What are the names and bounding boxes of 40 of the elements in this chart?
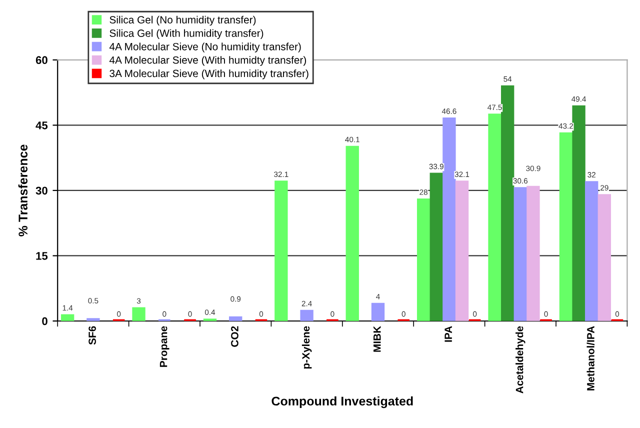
bar	[598, 194, 612, 321]
x-tick-label: CO2	[231, 326, 238, 347]
x-tick-label: MIBK	[374, 326, 381, 352]
y-tick-label: 60	[36, 56, 48, 64]
bar	[274, 180, 288, 321]
bar	[300, 310, 314, 321]
bar	[430, 172, 443, 321]
bar	[60, 314, 74, 321]
x-axis-title: Compound Investigated	[272, 396, 413, 408]
bar	[229, 316, 242, 321]
bar	[442, 118, 456, 321]
x-tick-label: Methanol/IPA	[586, 326, 594, 390]
bar	[455, 180, 469, 321]
bar	[488, 114, 502, 321]
bar	[346, 146, 359, 321]
x-tick-label: Propane	[160, 326, 170, 367]
bar	[514, 187, 527, 321]
legend-label: 4A Molecular Sieve (With humidty transfer)	[109, 56, 306, 66]
bar	[416, 198, 430, 321]
bar	[371, 302, 385, 321]
y-tick-label: 30	[36, 186, 48, 195]
y-axis-title: % Transference	[18, 144, 28, 236]
legend-label: Silica Gel (No humidity transfer)	[110, 16, 256, 26]
bar	[500, 85, 514, 321]
bar	[132, 307, 146, 321]
bar	[585, 181, 598, 321]
legend-label: 3A Molecular Sieve (With humidity transfer)	[110, 69, 308, 80]
x-tick-label: SF6	[88, 326, 96, 345]
y-tick-label: 15	[36, 252, 48, 260]
bar	[559, 132, 573, 321]
bar	[86, 318, 100, 321]
x-tick-label: p-Xylene	[302, 326, 312, 369]
bar	[572, 105, 586, 321]
y-tick-label: 45	[36, 122, 48, 130]
x-tick-label: Acetaldehyde	[516, 326, 526, 394]
bar	[526, 186, 540, 321]
x-tick-label: IPA	[444, 326, 452, 342]
legend-label: Silica Gel (With humidity transfer)	[110, 29, 264, 39]
legend-label: 4A Molecular Sieve (No humidity transfer)	[109, 42, 301, 52]
y-tick-label: 0	[42, 317, 48, 326]
